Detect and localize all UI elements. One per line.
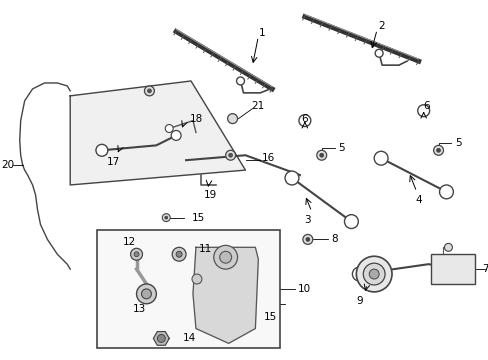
- Circle shape: [439, 185, 452, 199]
- Circle shape: [446, 262, 459, 276]
- Polygon shape: [153, 332, 169, 345]
- Text: 17: 17: [107, 157, 120, 167]
- Polygon shape: [70, 81, 245, 185]
- Circle shape: [356, 256, 391, 292]
- Text: 14: 14: [182, 333, 195, 343]
- Text: 2: 2: [377, 21, 384, 31]
- Text: 1: 1: [259, 28, 265, 39]
- Circle shape: [373, 151, 387, 165]
- Text: 11: 11: [199, 244, 212, 254]
- Circle shape: [134, 252, 139, 257]
- Circle shape: [374, 49, 382, 57]
- Circle shape: [219, 251, 231, 263]
- Circle shape: [302, 234, 312, 244]
- Text: 18: 18: [189, 114, 202, 123]
- Text: 12: 12: [123, 237, 136, 247]
- Text: 4: 4: [415, 195, 421, 205]
- Text: 10: 10: [297, 284, 310, 294]
- Text: 15: 15: [263, 312, 276, 321]
- Circle shape: [96, 144, 108, 156]
- Circle shape: [147, 89, 151, 93]
- Text: 9: 9: [355, 296, 362, 306]
- Circle shape: [436, 148, 440, 152]
- Circle shape: [144, 86, 154, 96]
- Text: 5: 5: [454, 138, 461, 148]
- Circle shape: [130, 248, 142, 260]
- Text: 16: 16: [261, 153, 274, 163]
- Bar: [430, 254, 474, 284]
- Circle shape: [228, 153, 232, 157]
- Circle shape: [368, 269, 378, 279]
- Circle shape: [417, 105, 429, 117]
- Text: 8: 8: [330, 234, 337, 244]
- Circle shape: [136, 284, 156, 304]
- Circle shape: [227, 114, 237, 123]
- Text: 21: 21: [251, 101, 264, 111]
- Text: 19: 19: [204, 190, 217, 200]
- Circle shape: [352, 267, 366, 281]
- Circle shape: [172, 247, 185, 261]
- Circle shape: [363, 263, 384, 285]
- Circle shape: [344, 215, 358, 229]
- Circle shape: [298, 114, 310, 126]
- Text: 7: 7: [481, 264, 488, 274]
- Bar: [97, 230, 280, 348]
- Circle shape: [213, 246, 237, 269]
- Circle shape: [141, 289, 151, 299]
- Circle shape: [285, 171, 298, 185]
- Text: 13: 13: [133, 304, 146, 314]
- Text: 6: 6: [423, 101, 429, 111]
- Circle shape: [433, 145, 443, 155]
- Circle shape: [225, 150, 235, 160]
- Circle shape: [268, 302, 271, 305]
- Circle shape: [157, 334, 165, 342]
- Text: 15: 15: [192, 213, 205, 222]
- Circle shape: [319, 153, 323, 157]
- Circle shape: [192, 274, 202, 284]
- Circle shape: [164, 216, 167, 219]
- Circle shape: [444, 243, 451, 251]
- Text: 5: 5: [338, 143, 344, 153]
- Circle shape: [236, 77, 244, 85]
- Text: 20: 20: [1, 160, 14, 170]
- Circle shape: [162, 214, 170, 222]
- Circle shape: [305, 238, 309, 242]
- Polygon shape: [193, 247, 258, 343]
- Circle shape: [176, 251, 182, 257]
- Text: 6: 6: [301, 114, 307, 123]
- Circle shape: [265, 300, 274, 308]
- Text: 3: 3: [304, 215, 310, 225]
- Circle shape: [171, 130, 181, 140]
- Circle shape: [165, 125, 173, 132]
- Circle shape: [316, 150, 326, 160]
